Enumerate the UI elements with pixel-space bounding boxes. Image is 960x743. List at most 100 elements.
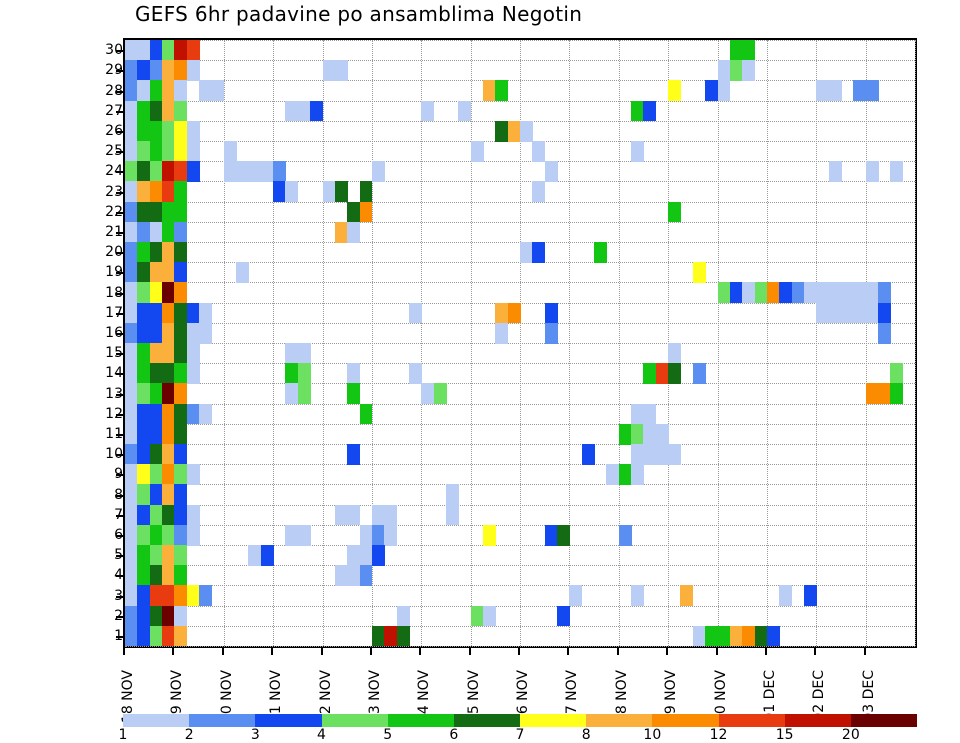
heatmap-cell xyxy=(322,60,336,81)
heatmap-cell xyxy=(149,524,163,546)
heatmap-cell xyxy=(149,444,163,465)
gridline-horizontal xyxy=(125,161,915,163)
heatmap-cell xyxy=(125,484,138,506)
gridline-horizontal xyxy=(125,383,915,385)
x-tick-mark xyxy=(419,648,422,655)
heatmap-cell xyxy=(692,363,706,384)
heatmap-cell xyxy=(334,221,348,243)
y-tick-mark xyxy=(116,555,123,558)
heatmap-cell xyxy=(137,504,151,526)
heatmap-cell xyxy=(520,120,533,142)
y-tick-label: 30 xyxy=(105,42,123,59)
heatmap-cell xyxy=(828,302,842,324)
heatmap-cell xyxy=(816,80,830,102)
y-tick-label: 24 xyxy=(105,163,123,180)
heatmap-cell xyxy=(347,444,361,465)
heatmap-cell xyxy=(162,161,175,182)
y-axis: 30 29 28 27 26 25 24 23 22 21 20 19 18 17 16 15 14 13 12 11… xyxy=(91,38,123,648)
heatmap-cell xyxy=(779,282,793,304)
gridline-horizontal xyxy=(125,565,915,567)
heatmap-cell xyxy=(631,444,645,465)
heatmap-cell xyxy=(162,363,175,384)
heatmap-cell xyxy=(557,524,570,546)
heatmap-cell xyxy=(248,161,262,182)
y-tick-label: 23 xyxy=(105,183,123,200)
colorbar-tick-label: 15 xyxy=(775,727,794,743)
heatmap-cell xyxy=(680,585,694,607)
heatmap-cell xyxy=(174,60,188,81)
heatmap-cell xyxy=(791,282,805,304)
y-tick-mark xyxy=(116,393,123,396)
gridline-horizontal xyxy=(125,282,915,284)
heatmap-cell xyxy=(803,585,817,607)
heatmap-cell xyxy=(334,60,348,81)
heatmap-cell xyxy=(174,423,188,445)
heatmap-cell xyxy=(174,242,188,263)
heatmap-cell xyxy=(162,282,175,304)
heatmap-cell xyxy=(408,363,422,384)
heatmap-cell xyxy=(137,322,151,344)
heatmap-cell xyxy=(877,383,891,405)
heatmap-cell xyxy=(631,403,645,425)
heatmap-cell xyxy=(199,80,212,102)
heatmap-cell xyxy=(668,80,682,102)
heatmap-cell xyxy=(174,161,188,182)
colorbar-tick-label: 7 xyxy=(515,727,525,743)
heatmap-cell xyxy=(162,444,175,465)
y-tick-mark xyxy=(116,353,123,356)
heatmap-cell xyxy=(174,444,188,465)
heatmap-cell xyxy=(470,141,484,162)
gridline-horizontal xyxy=(125,464,915,466)
heatmap-cell xyxy=(149,302,163,324)
heatmap-cell xyxy=(137,181,151,203)
heatmap-cell xyxy=(162,383,175,405)
x-tick-mark xyxy=(764,648,767,655)
heatmap-cell xyxy=(149,585,163,607)
heatmap-cell xyxy=(174,302,188,324)
heatmap-cell xyxy=(186,504,200,526)
heatmap-cell xyxy=(149,625,163,646)
y-tick-label: 26 xyxy=(105,122,123,139)
heatmap-cell xyxy=(742,625,756,646)
colorbar-tick-label: 12 xyxy=(709,727,728,743)
heatmap-cell xyxy=(174,40,188,61)
heatmap-cell xyxy=(853,80,867,102)
heatmap-cell xyxy=(865,302,879,324)
heatmap-cell xyxy=(668,444,682,465)
heatmap-cell xyxy=(137,100,151,122)
gridline-horizontal xyxy=(125,605,915,607)
heatmap-cell xyxy=(125,363,138,384)
heatmap-cell xyxy=(668,201,682,223)
heatmap-cell xyxy=(186,40,200,61)
heatmap-cell xyxy=(125,423,138,445)
heatmap-cell xyxy=(149,383,163,405)
gridline-vertical xyxy=(915,40,916,646)
heatmap-cell xyxy=(828,282,842,304)
heatmap-plot-area[interactable] xyxy=(123,38,917,648)
heatmap-cell xyxy=(507,120,521,142)
heatmap-cell xyxy=(877,302,891,324)
heatmap-cell xyxy=(507,302,521,324)
heatmap-cell xyxy=(174,605,188,627)
heatmap-cell xyxy=(174,343,188,364)
x-tick-mark xyxy=(616,648,619,655)
heatmap-cell xyxy=(495,80,509,102)
heatmap-cell xyxy=(149,282,163,304)
y-tick-label: 20 xyxy=(105,244,123,261)
colorbar-tick-label: 4 xyxy=(317,727,326,743)
heatmap-cell xyxy=(174,545,188,566)
heatmap-cell xyxy=(149,322,163,344)
colorbar-tick-label: 20 xyxy=(841,727,860,743)
heatmap-cell xyxy=(285,343,299,364)
heatmap-cell xyxy=(162,545,175,566)
heatmap-cell xyxy=(211,80,225,102)
heatmap-cell xyxy=(174,484,188,506)
x-tick-mark xyxy=(123,648,125,655)
heatmap-cell xyxy=(186,464,200,485)
heatmap-cell xyxy=(162,100,175,122)
x-tick-mark xyxy=(567,648,570,655)
y-tick-label: 11 xyxy=(105,425,123,442)
heatmap-cell xyxy=(322,181,336,203)
heatmap-cell xyxy=(655,423,669,445)
y-tick-label: 29 xyxy=(105,62,123,79)
